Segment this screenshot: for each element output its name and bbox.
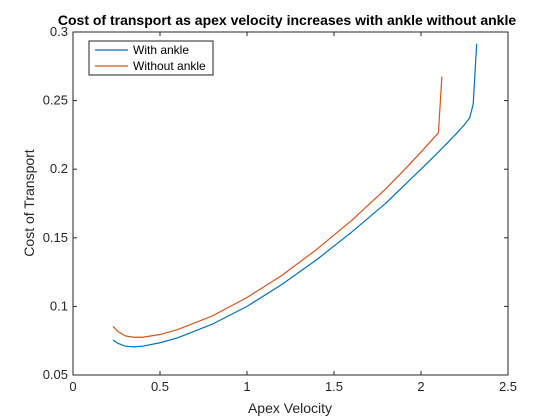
y-tick-label: 0.1 [50,298,68,313]
x-tick-label: 0.5 [151,379,169,394]
y-tick-label: 0.2 [50,161,68,176]
y-axis-title: Cost of Transport [21,149,37,256]
plot-area [72,31,509,376]
legend-box [88,40,214,76]
x-tick-label: 2 [417,379,424,394]
y-tick-label: 0.15 [43,230,68,245]
y-tick-label: 0.05 [43,367,68,382]
legend: With ankle Without ankle [88,40,214,76]
legend-label-with-ankle: With ankle [133,43,189,57]
series-line-with-ankle [112,43,478,348]
x-tick-label: 2.5 [499,379,517,394]
x-tick-label: 1.5 [325,379,343,394]
legend-label-without-ankle: Without ankle [133,59,206,73]
x-tick-label: 1 [243,379,250,394]
y-tick-label: 0.25 [43,93,68,108]
series-layer [112,43,478,348]
x-tick-label: 0 [69,379,76,394]
x-axis-title: Apex Velocity [248,400,332,416]
ticks-layer: 0 0.5 1 1.5 2 2.5 0.05 0.1 0.15 0.2 0.25 0.3 [43,24,517,394]
series-line-without-ankle [112,76,443,338]
y-tick-label: 0.3 [50,24,68,39]
chart-title: Cost of transport as apex velocity incre… [58,12,516,28]
